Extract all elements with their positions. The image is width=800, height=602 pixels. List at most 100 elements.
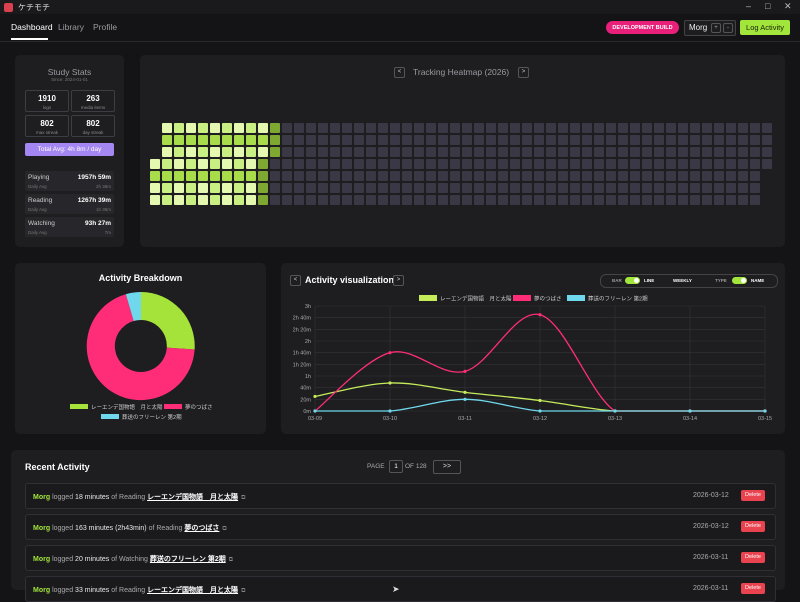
heatmap-cell[interactable] xyxy=(618,123,628,133)
heatmap-cell[interactable] xyxy=(666,195,676,205)
heatmap-cell[interactable] xyxy=(558,135,568,145)
heatmap-cell[interactable] xyxy=(354,195,364,205)
heatmap-cell[interactable] xyxy=(342,135,352,145)
heatmap-cell[interactable] xyxy=(498,183,508,193)
heatmap-cell[interactable] xyxy=(522,147,532,157)
heatmap-cell[interactable] xyxy=(342,147,352,157)
heatmap-cell[interactable] xyxy=(378,159,388,169)
heatmap-cell[interactable] xyxy=(702,135,712,145)
heatmap-cell[interactable] xyxy=(714,159,724,169)
heatmap-cell[interactable] xyxy=(390,183,400,193)
heatmap-cell[interactable] xyxy=(678,195,688,205)
heatmap-cell[interactable] xyxy=(318,171,328,181)
minimize-button[interactable]: – xyxy=(746,1,752,11)
toggle-weekly-label[interactable]: WEEKLY xyxy=(673,278,692,283)
heatmap-cell[interactable] xyxy=(510,183,520,193)
heatmap-cell[interactable] xyxy=(234,123,244,133)
heatmap-cell[interactable] xyxy=(234,147,244,157)
heatmap-cell[interactable] xyxy=(570,195,580,205)
heatmap-cell[interactable] xyxy=(738,123,748,133)
heatmap-cell[interactable] xyxy=(342,123,352,133)
heatmap-cell[interactable] xyxy=(558,195,568,205)
heatmap-cell[interactable] xyxy=(534,123,544,133)
heatmap-cell[interactable] xyxy=(654,159,664,169)
copy-icon[interactable]: ⧉ xyxy=(241,588,246,594)
heatmap-cell[interactable] xyxy=(162,195,172,205)
heatmap-cell[interactable] xyxy=(390,135,400,145)
heatmap-cell[interactable] xyxy=(630,135,640,145)
heatmap-cell[interactable] xyxy=(246,123,256,133)
heatmap-cell[interactable] xyxy=(414,171,424,181)
heatmap-cell[interactable] xyxy=(366,135,376,145)
heatmap-cell[interactable] xyxy=(438,135,448,145)
heatmap-cell[interactable] xyxy=(222,183,232,193)
heatmap-cell[interactable] xyxy=(366,183,376,193)
tab-library[interactable]: Library xyxy=(58,22,84,32)
heatmap-cell[interactable] xyxy=(186,159,196,169)
heatmap-cell[interactable] xyxy=(582,159,592,169)
heatmap-cell[interactable] xyxy=(630,195,640,205)
heatmap-cell[interactable] xyxy=(450,123,460,133)
heatmap-cell[interactable] xyxy=(198,195,208,205)
recent-media-link[interactable]: レーエンデ国物語 月と太陽 xyxy=(147,494,239,501)
heatmap-cell[interactable] xyxy=(510,135,520,145)
heatmap-cell[interactable] xyxy=(726,135,736,145)
heatmap-cell[interactable] xyxy=(750,135,760,145)
heatmap-cell[interactable] xyxy=(666,147,676,157)
heatmap-cell[interactable] xyxy=(558,147,568,157)
heatmap-next-button[interactable]: > xyxy=(518,67,529,78)
heatmap-cell[interactable] xyxy=(222,147,232,157)
heatmap-cell[interactable] xyxy=(234,195,244,205)
heatmap-cell[interactable] xyxy=(210,195,220,205)
heatmap-cell[interactable] xyxy=(570,123,580,133)
heatmap-cell[interactable] xyxy=(258,159,268,169)
heatmap-cell[interactable] xyxy=(426,171,436,181)
heatmap-cell[interactable] xyxy=(570,159,580,169)
heatmap-cell[interactable] xyxy=(462,159,472,169)
heatmap-cell[interactable] xyxy=(702,183,712,193)
heatmap-cell[interactable] xyxy=(594,159,604,169)
heatmap-cell[interactable] xyxy=(306,183,316,193)
heatmap-cell[interactable] xyxy=(582,135,592,145)
heatmap-cell[interactable] xyxy=(594,147,604,157)
heatmap-cell[interactable] xyxy=(366,195,376,205)
heatmap-cell[interactable] xyxy=(342,159,352,169)
heatmap-cell[interactable] xyxy=(210,123,220,133)
heatmap-cell[interactable] xyxy=(546,183,556,193)
heatmap-cell[interactable] xyxy=(498,159,508,169)
heatmap-cell[interactable] xyxy=(198,171,208,181)
delete-button[interactable]: Delete xyxy=(741,490,765,501)
heatmap-cell[interactable] xyxy=(402,123,412,133)
heatmap-cell[interactable] xyxy=(618,171,628,181)
heatmap-cell[interactable] xyxy=(426,135,436,145)
bar-line-toggle[interactable] xyxy=(625,277,640,284)
heatmap-cell[interactable] xyxy=(354,123,364,133)
heatmap-cell[interactable] xyxy=(426,159,436,169)
heatmap-cell[interactable] xyxy=(594,123,604,133)
heatmap-cell[interactable] xyxy=(606,147,616,157)
heatmap-cell[interactable] xyxy=(726,171,736,181)
heatmap-cell[interactable] xyxy=(702,147,712,157)
heatmap-cell[interactable] xyxy=(282,183,292,193)
heatmap-cell[interactable] xyxy=(714,123,724,133)
heatmap-cell[interactable] xyxy=(666,123,676,133)
page-number-input[interactable]: 1 xyxy=(389,460,403,473)
heatmap-cell[interactable] xyxy=(510,147,520,157)
heatmap-cell[interactable] xyxy=(294,147,304,157)
heatmap-cell[interactable] xyxy=(474,135,484,145)
heatmap-cell[interactable] xyxy=(738,135,748,145)
heatmap-cell[interactable] xyxy=(210,135,220,145)
maximize-button[interactable]: □ xyxy=(765,1,771,11)
heatmap-cell[interactable] xyxy=(606,135,616,145)
user-selector[interactable]: Morg + - xyxy=(684,20,736,36)
remove-user-button[interactable]: - xyxy=(723,23,733,33)
heatmap-cell[interactable] xyxy=(570,171,580,181)
heatmap-cell[interactable] xyxy=(690,171,700,181)
heatmap-cell[interactable] xyxy=(678,147,688,157)
heatmap-cell[interactable] xyxy=(390,171,400,181)
heatmap-cell[interactable] xyxy=(222,195,232,205)
heatmap-cell[interactable] xyxy=(594,135,604,145)
heatmap-cell[interactable] xyxy=(282,171,292,181)
heatmap-cell[interactable] xyxy=(378,171,388,181)
heatmap-cell[interactable] xyxy=(618,195,628,205)
